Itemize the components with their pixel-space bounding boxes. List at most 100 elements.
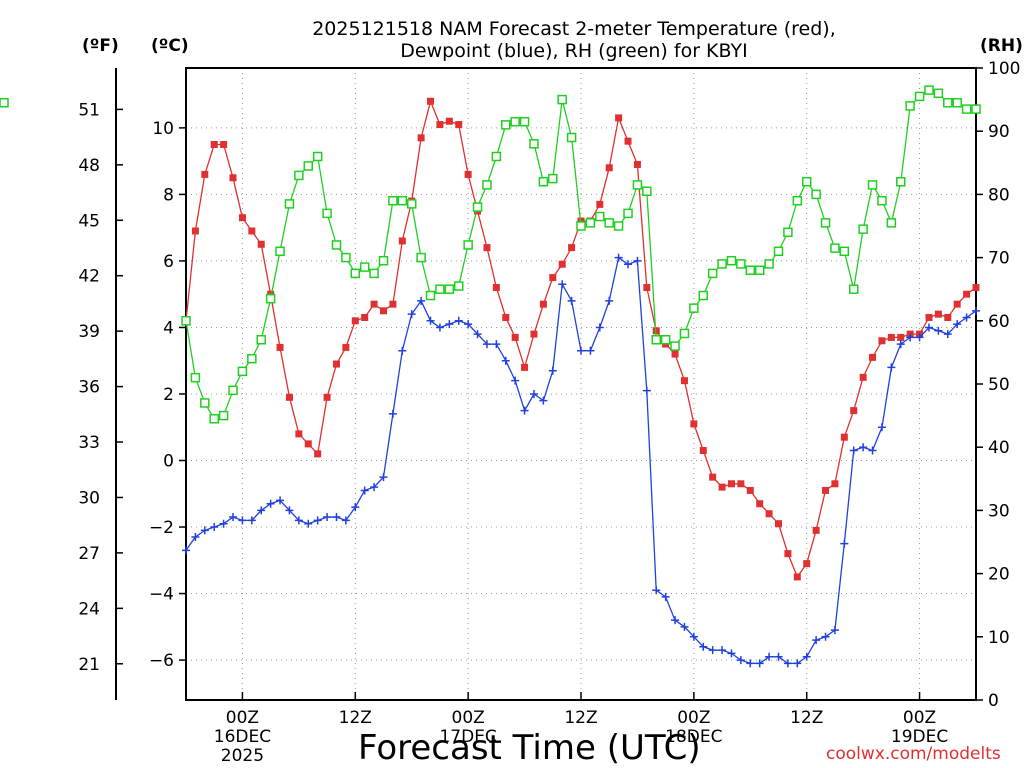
rh-tick-label: 60: [988, 312, 1010, 332]
rh-point: [943, 98, 953, 108]
temperature-point: [455, 121, 463, 129]
temperature-point: [201, 170, 209, 178]
temperature-point: [549, 274, 557, 282]
rh-point: [256, 335, 266, 345]
rh-point: [529, 139, 539, 149]
temperature-point: [464, 170, 472, 178]
dewpoint-point: [661, 592, 670, 601]
dewpoint-point: [708, 646, 717, 655]
rh-point: [312, 151, 323, 162]
rh-point: [303, 161, 314, 171]
dewpoint-point: [605, 296, 614, 305]
rh-tick-label: 80: [988, 185, 1010, 205]
rh-point: [914, 91, 925, 102]
dewpoint-point: [473, 330, 482, 339]
rh-point: [717, 259, 727, 269]
rh-point: [848, 284, 859, 294]
temperature-point: [521, 363, 529, 371]
rh-tick-label: 40: [988, 438, 1010, 458]
rh-point: [792, 195, 803, 206]
dewpoint-point: [652, 586, 661, 595]
temperature-point: [869, 353, 877, 361]
dewpoint-point: [294, 516, 303, 525]
temperature-point: [191, 227, 199, 235]
rh-point: [820, 218, 831, 228]
dewpoint-point: [501, 356, 510, 365]
temperature-point: [502, 313, 510, 321]
dewpoint-point: [247, 516, 256, 525]
temperature-point: [643, 284, 651, 292]
temperature-point: [784, 550, 792, 558]
rh-tick-label: 50: [988, 375, 1010, 395]
temperature-point: [944, 313, 952, 321]
dewpoint-point: [379, 473, 388, 482]
x-tick-date: 17DEC: [439, 727, 496, 747]
celsius-tick-label: −6: [149, 651, 174, 671]
rh-point: [265, 293, 276, 304]
dewpoint-point: [868, 446, 877, 455]
rh-tick-label: 90: [988, 122, 1010, 142]
rh-point: [801, 177, 812, 187]
dewpoint-point: [877, 423, 886, 432]
credit-text: coolwx.com/modelts: [826, 744, 1001, 764]
x-tick-label: 00Z: [452, 708, 485, 728]
rh-point: [660, 335, 671, 345]
dewpoint-point: [426, 316, 435, 325]
temperature-point: [671, 350, 679, 358]
dewpoint-point: [529, 389, 538, 398]
temperature-point: [539, 300, 547, 308]
celsius-tick-label: 4: [163, 318, 174, 338]
rh-point: [435, 284, 445, 294]
x-tick-label: 12Z: [564, 708, 597, 728]
rh-point: [613, 221, 624, 231]
dewpoint-point: [539, 396, 548, 405]
rh-point: [218, 410, 229, 421]
rh-point: [538, 177, 549, 187]
rh-point: [406, 199, 417, 209]
temperature-point: [633, 160, 641, 168]
rh-point: [971, 104, 981, 114]
temperature-point: [737, 480, 745, 488]
rh-point: [350, 268, 361, 279]
temperature-point: [615, 114, 623, 122]
rh-point: [388, 195, 398, 206]
rh-point: [952, 98, 962, 108]
rh-line: [185, 89, 976, 420]
rh-point: [585, 218, 596, 228]
temperature-point: [342, 343, 350, 351]
rh-point: [501, 120, 511, 130]
fahrenheit-tick-label: 42: [78, 267, 100, 287]
rh-point: [0, 98, 9, 108]
rh-point: [651, 335, 661, 345]
temperature-point: [690, 420, 698, 428]
rh-point: [247, 353, 257, 364]
temperature-point: [934, 310, 942, 318]
dewpoint-point: [934, 326, 943, 335]
temperature-point: [304, 440, 312, 448]
dewpoint-point: [953, 320, 962, 329]
dewpoint-point: [821, 632, 830, 641]
rh-point: [924, 85, 934, 95]
rh-point: [482, 180, 492, 190]
rh-tick-label: 70: [988, 249, 1010, 269]
rh-point: [510, 116, 520, 127]
dewpoint-point: [417, 296, 426, 305]
dewpoint-point: [332, 513, 341, 522]
chart-title-line1: 2025121518 NAM Forecast 2-meter Temperat…: [312, 18, 836, 40]
rh-point: [764, 259, 774, 269]
temperature-point: [775, 520, 782, 528]
axis-ticks: −6−4−20246810212427303336394245485101020…: [78, 59, 1020, 766]
dewpoint-point: [774, 652, 783, 661]
dewpoint-point: [802, 652, 811, 661]
dewpoint-point: [943, 330, 952, 339]
dewpoint-point: [614, 253, 623, 262]
rh-point: [341, 252, 351, 263]
celsius-tick-label: −4: [149, 585, 174, 605]
temperature-point: [323, 393, 331, 401]
temperature-point: [953, 300, 961, 308]
temperature-point: [361, 313, 369, 321]
rh-point: [453, 281, 464, 291]
temperature-point: [887, 333, 895, 341]
celsius-tick-label: 2: [163, 385, 174, 405]
rh-point: [275, 246, 285, 257]
